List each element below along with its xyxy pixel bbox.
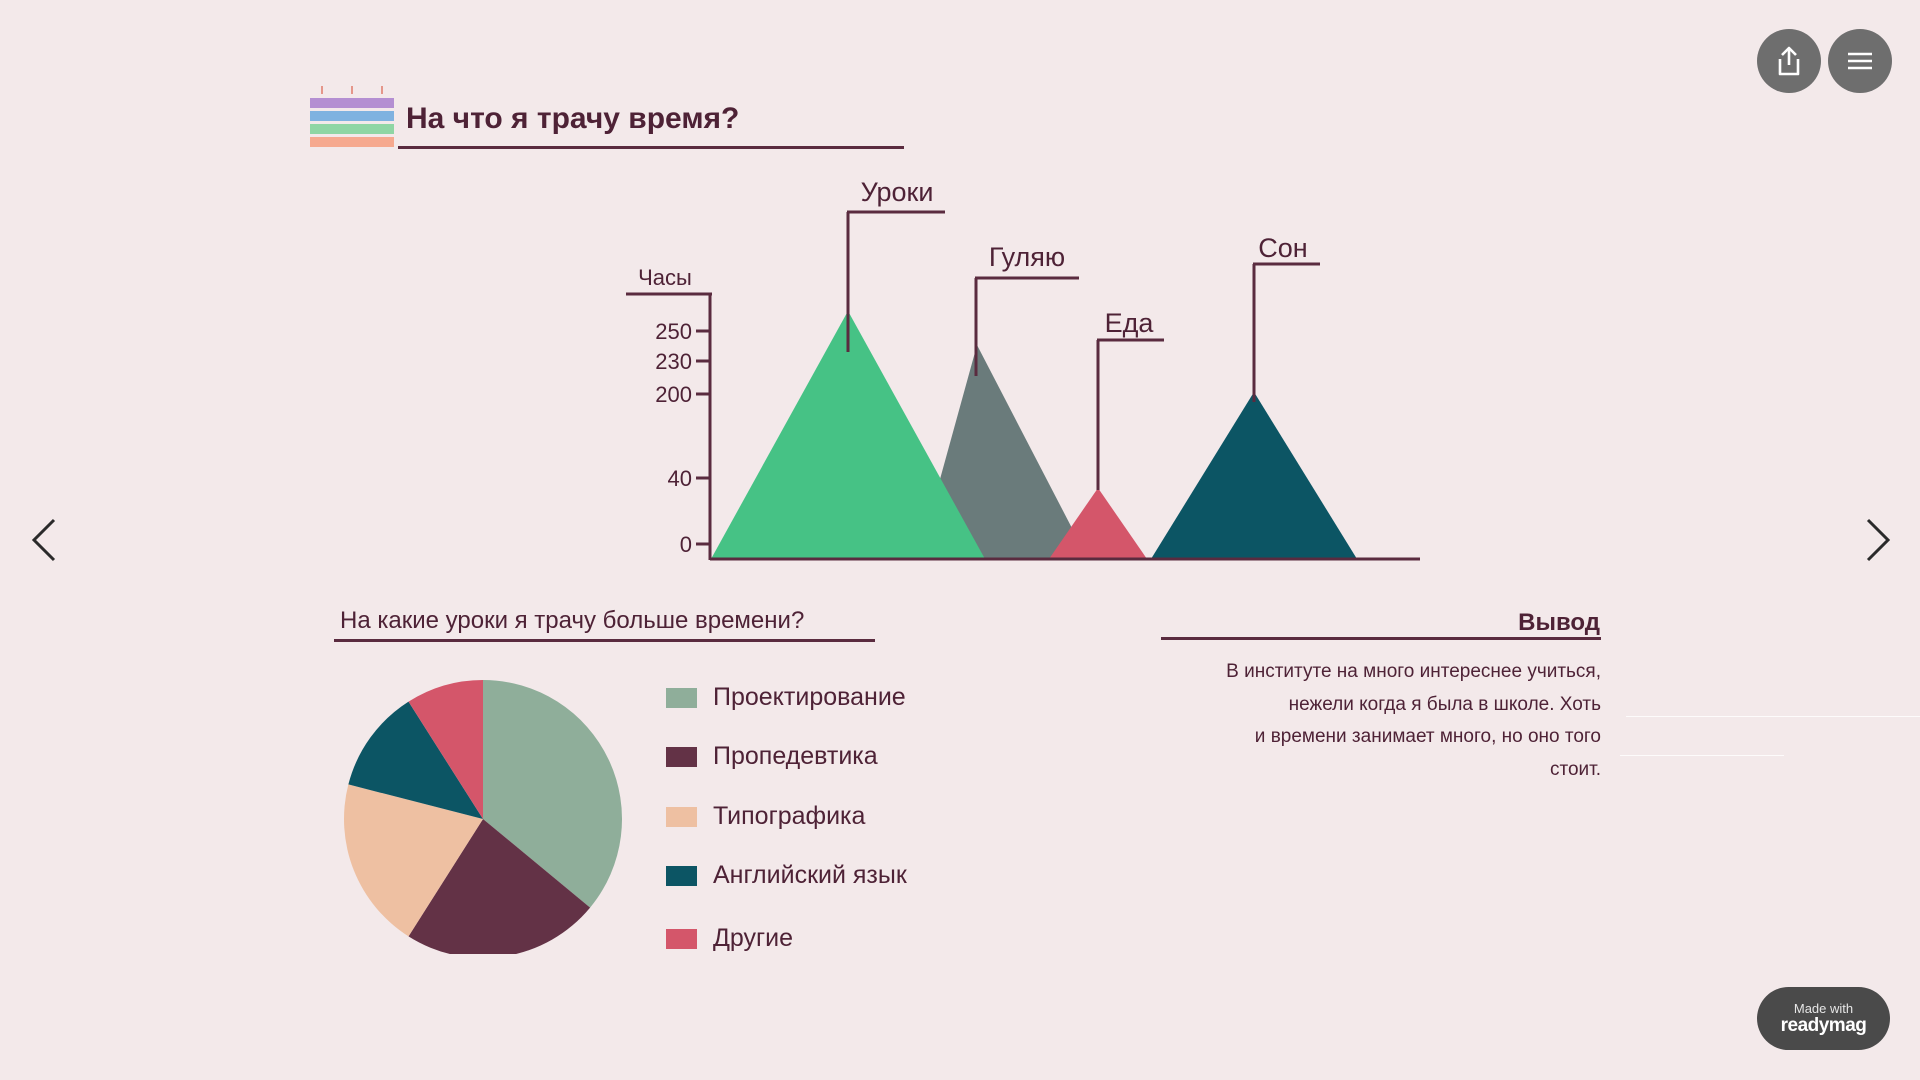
triangle-4 [1151,392,1357,559]
menu-icon [1846,51,1874,71]
share-icon [1774,45,1804,77]
share-button[interactable] [1757,29,1821,93]
triangle-2 [918,345,1088,559]
legend-item: Английский язык [666,861,907,890]
legend-item: Проектирование [666,683,906,712]
legend-item: Другие [666,924,793,953]
y-tick-label: 40 [668,466,692,491]
cake-icon [310,86,394,147]
conclusion-line: и времени занимает много, но оно того [1254,726,1601,747]
triangle-3 [1049,488,1147,559]
pie-slice [408,819,591,954]
conclusion-text: В институте на много интереснее учиться,… [1140,656,1601,786]
next-slide-button[interactable] [1858,510,1898,570]
conclusion-line: стоит. [1549,758,1601,780]
y-tick-label: 250 [655,319,692,344]
divider-line [1620,755,1784,756]
pie-title-underline [334,639,875,642]
cake-layer [310,98,394,108]
pie-slice [483,680,622,908]
legend-swatch [666,865,697,886]
conclusion-underline [1161,637,1601,640]
chevron-right-icon [1858,518,1898,574]
legend-label: Английский язык [713,861,907,889]
category-label: Сон [1258,233,1307,263]
category-label: Гуляю [989,242,1065,272]
lessons-pie-chart [344,680,622,954]
pie-slice [344,784,483,937]
legend-swatch [666,928,697,949]
category-label: Еда [1105,308,1155,338]
cake-layer [310,137,394,147]
legend-label: Типографика [713,802,866,830]
time-chart: Часы 0 40 200 230 250 Уроки Гуляю Еда Сон [626,177,1420,561]
chevron-left-icon [24,518,64,574]
cake-layer [310,111,394,121]
page-title: На что я трачу время? [406,102,740,135]
badge-line1: Made with [1793,1000,1854,1016]
prev-slide-button[interactable] [24,510,64,570]
y-tick-label: 200 [655,382,692,407]
legend-item: Типографика [666,802,865,831]
legend-label: Другие [713,924,794,952]
pie-chart-title: На какие уроки я трачу больше времени? [340,607,805,634]
pie-slice [348,701,483,819]
category-label: Уроки [861,177,934,207]
y-tick-label: 0 [680,532,692,557]
legend-label: Пропедевтика [713,742,878,770]
legend-item: Пропедевтика [666,742,878,771]
pie-slice [408,680,483,819]
conclusion-line: В институте на много интереснее учиться, [1226,661,1601,682]
legend-swatch [666,746,697,767]
menu-button[interactable] [1828,29,1892,93]
y-axis-label: Часы [638,265,692,290]
divider-line [1626,716,1920,717]
triangle-1 [711,311,985,559]
legend-swatch [666,806,697,827]
badge-line2: readymag [1780,1014,1867,1036]
cake-layer [310,124,394,134]
made-with-readymag-badge[interactable]: Made with readymag [1757,987,1890,1050]
legend-swatch [666,687,697,708]
conclusion-line: нежели когда я была в школе. Хоть [1288,693,1601,715]
legend-label: Проектирование [713,683,906,711]
conclusion-title: Вывод [1518,609,1600,636]
title-underline [398,146,904,149]
y-tick-label: 230 [655,349,692,374]
